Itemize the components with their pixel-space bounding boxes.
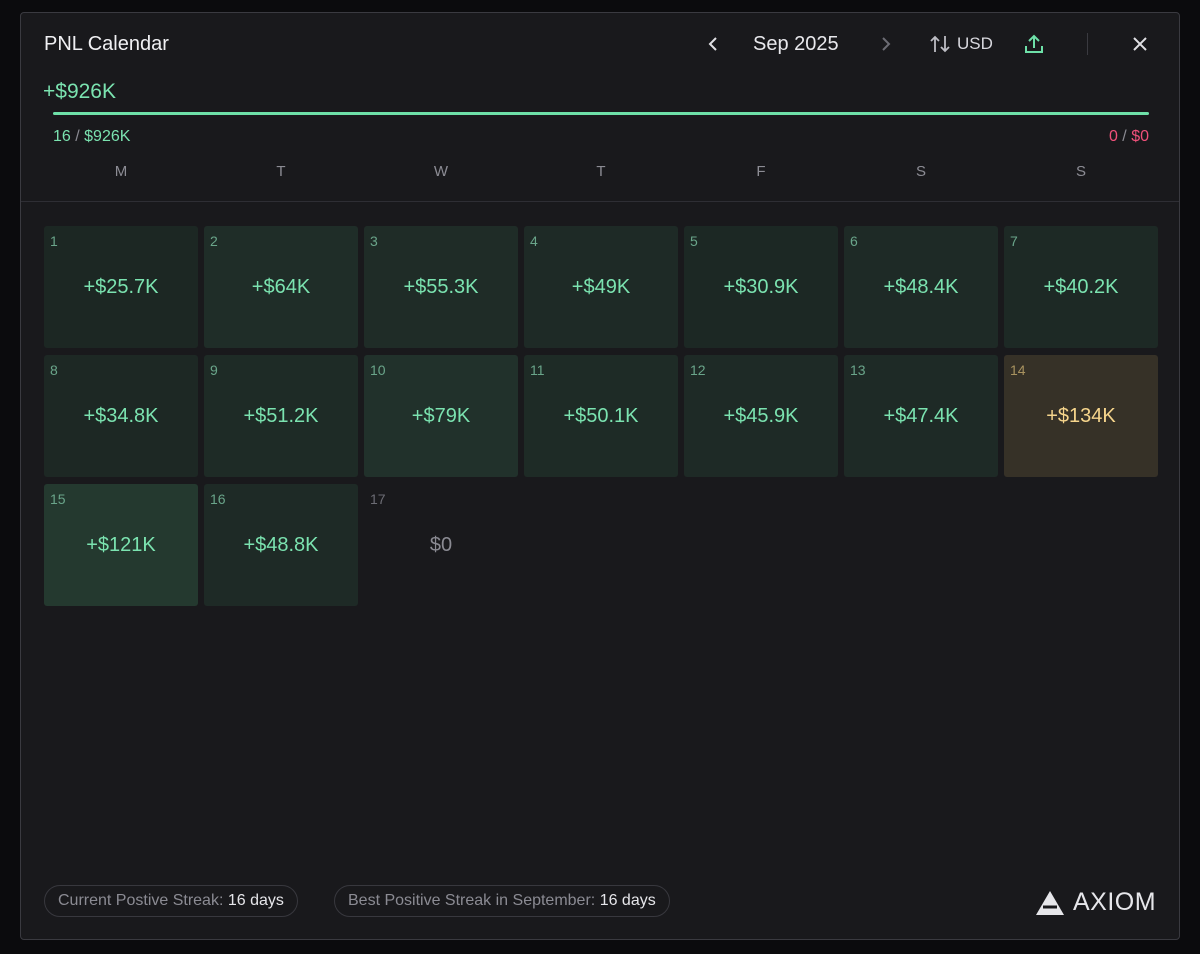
day-number: 5 xyxy=(690,233,698,249)
day-cell: 14 +$134K xyxy=(1004,355,1158,477)
positive-days: 16 xyxy=(53,128,71,145)
streak-label: Best Positive Streak in September: xyxy=(348,892,596,909)
weekday: S xyxy=(1075,163,1086,180)
day-cell: 11 +$50.1K xyxy=(524,355,678,477)
positive-total: $926K xyxy=(84,128,131,145)
day-number: 1 xyxy=(50,233,58,249)
current-streak: Current Postive Streak: 16 days xyxy=(44,885,298,917)
day-cell: 7 +$40.2K xyxy=(1004,226,1158,348)
day-pnl: +$48.8K xyxy=(243,534,319,556)
day-number: 16 xyxy=(210,491,226,507)
day-number: 11 xyxy=(530,362,545,378)
day-number: 9 xyxy=(210,362,218,378)
day-cell: 1 +$25.7K xyxy=(44,226,198,348)
day-pnl: +$47.4K xyxy=(883,405,959,427)
day-cell: 16 +$48.8K xyxy=(204,484,358,606)
negative-total: $0 xyxy=(1131,128,1149,145)
day-pnl: +$49K xyxy=(571,276,631,298)
currency: USD xyxy=(957,34,993,53)
day-pnl: $0 xyxy=(429,534,453,556)
month-label: Sep 2025 xyxy=(753,33,839,55)
divider xyxy=(1087,33,1088,55)
day-pnl: +$121K xyxy=(86,534,156,556)
day-number: 15 xyxy=(50,491,66,507)
weekday: T xyxy=(276,163,286,180)
weekday: M xyxy=(114,163,128,180)
share-button[interactable] xyxy=(1023,33,1045,55)
negative-days: 0 xyxy=(1108,128,1118,145)
day-cell: 5 +$30.9K xyxy=(684,226,838,348)
day-number: 3 xyxy=(370,233,378,249)
weekday: F xyxy=(756,163,766,180)
day-pnl: +$64K xyxy=(251,276,311,298)
currency-toggle[interactable]: USD xyxy=(929,33,993,55)
day-cell: 3 +$55.3K xyxy=(364,226,518,348)
total-pnl: +$926K xyxy=(43,80,116,103)
streak-value: 16 days xyxy=(227,892,284,909)
day-pnl: +$55.3K xyxy=(403,276,479,298)
separator: / xyxy=(75,128,80,145)
weekday: S xyxy=(915,163,926,180)
pnl-ratio-bar xyxy=(53,112,1149,115)
day-cell: 15 +$121K xyxy=(44,484,198,606)
day-pnl: +$48.4K xyxy=(883,276,959,298)
weekday: W xyxy=(433,163,449,180)
day-pnl: +$40.2K xyxy=(1043,276,1119,298)
day-number: 13 xyxy=(850,362,866,378)
prev-month[interactable] xyxy=(704,35,722,53)
day-pnl: +$30.9K xyxy=(723,276,799,298)
positive-summary: 16 / $926K xyxy=(53,128,130,146)
day-pnl: +$51.2K xyxy=(243,405,319,427)
streak-value: 16 days xyxy=(599,892,656,909)
day-number: 10 xyxy=(370,362,386,378)
next-month[interactable] xyxy=(877,35,895,53)
day-pnl: +$134K xyxy=(1046,405,1116,427)
title: PNL Calendar xyxy=(44,33,169,55)
day-cell: 6 +$48.4K xyxy=(844,226,998,348)
day-pnl: +$45.9K xyxy=(723,405,799,427)
day-number: 12 xyxy=(690,362,706,378)
day-number: 4 xyxy=(530,233,538,249)
day-number: 8 xyxy=(50,362,58,378)
brand-name: AXIOM xyxy=(1073,888,1157,916)
day-cell: 17 $0 xyxy=(364,484,518,606)
separator: / xyxy=(1122,128,1127,145)
brand-logo: AXIOM xyxy=(1035,888,1156,917)
day-cell: 4 +$49K xyxy=(524,226,678,348)
day-cell: 13 +$47.4K xyxy=(844,355,998,477)
day-number: 17 xyxy=(370,491,386,507)
day-pnl: +$79K xyxy=(411,405,471,427)
negative-summary: 0 / $0 xyxy=(1109,128,1149,146)
day-cell: 8 +$34.8K xyxy=(44,355,198,477)
day-cell: 12 +$45.9K xyxy=(684,355,838,477)
day-number: 2 xyxy=(210,233,218,249)
weekday: T xyxy=(596,163,606,180)
best-streak: Best Positive Streak in September: 16 da… xyxy=(334,885,670,917)
brand-icon xyxy=(1036,890,1064,915)
header-divider xyxy=(21,201,1179,202)
day-cell: 9 +$51.2K xyxy=(204,355,358,477)
close-button[interactable] xyxy=(1131,35,1149,53)
day-pnl: +$25.7K xyxy=(83,276,159,298)
day-pnl: +$34.8K xyxy=(83,405,159,427)
day-pnl: +$50.1K xyxy=(563,405,639,427)
streak-label: Current Postive Streak: xyxy=(58,892,224,909)
swap-icon xyxy=(930,35,950,53)
day-number: 14 xyxy=(1010,362,1026,378)
day-number: 6 xyxy=(850,233,858,249)
day-number: 7 xyxy=(1010,233,1018,249)
day-cell: 10 +$79K xyxy=(364,355,518,477)
day-cell: 2 +$64K xyxy=(204,226,358,348)
